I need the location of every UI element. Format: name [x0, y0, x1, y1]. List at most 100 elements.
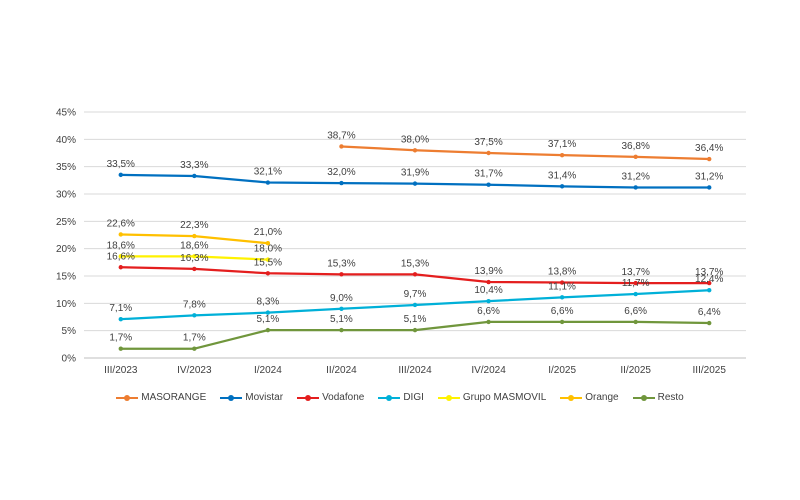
data-label-movistar: 32,0% [327, 167, 355, 178]
y-tick-label: 40% [56, 135, 76, 146]
data-label-digi: 11,7% [622, 278, 650, 289]
data-label-digi: 8,3% [256, 297, 279, 308]
data-label-movistar: 31,7% [474, 169, 502, 180]
legend-label: Resto [657, 392, 684, 403]
data-point-digi [486, 298, 491, 304]
data-labels: 38,7% 38,0% 37,5% 37,1% 36,8% 36,4% 33,5% 33,3%… [107, 130, 724, 343]
data-point-movistar [118, 172, 123, 178]
legend-swatch [632, 393, 655, 403]
data-point-movistar [559, 184, 565, 189]
data-label-vodafone: 13,9% [474, 266, 502, 277]
data-label-vodafone: 13,7% [695, 267, 723, 278]
data-label-grupo-masmovil: 18,6% [107, 240, 135, 251]
data-point-masorange [559, 152, 565, 158]
data-point-vodafone [339, 272, 344, 277]
data-point-resto [633, 319, 638, 325]
data-point-movistar [633, 185, 638, 190]
data-label-masorange: 38,7% [327, 130, 355, 141]
data-point-digi [192, 313, 197, 318]
data-label-movistar: 31,2% [695, 171, 723, 182]
data-label-movistar: 31,4% [548, 170, 576, 181]
data-point-masorange [339, 144, 344, 149]
data-label-orange: 22,3% [180, 220, 208, 231]
data-point-movistar [412, 181, 418, 186]
y-tick-label: 0% [62, 354, 77, 365]
data-point-digi [339, 306, 344, 311]
gridlines [84, 111, 746, 359]
data-point-resto [707, 320, 712, 326]
legend-label: Movistar [245, 392, 284, 403]
legend-label: MASORANGE [141, 392, 207, 403]
data-label-vodafone: 15,3% [401, 258, 429, 269]
series-lines [118, 144, 712, 351]
data-label-resto: 5,1% [404, 314, 427, 325]
legend-item-grupo-masmovil: Grupo MASMOVIL [437, 392, 547, 403]
data-label-orange: 22,6% [107, 218, 135, 229]
data-label-masorange: 38,0% [401, 134, 429, 145]
data-label-digi: 9,7% [404, 289, 427, 300]
x-tick-label: III/2025 [693, 365, 727, 376]
data-point-resto [559, 319, 565, 325]
y-tick-label: 45% [56, 108, 76, 119]
data-label-masorange: 36,8% [621, 141, 649, 152]
data-point-vodafone [707, 280, 712, 286]
legend-swatch [437, 393, 460, 403]
legend-label: Vodafone [322, 392, 365, 403]
legend-item-masorange: MASORANGE [116, 392, 206, 403]
data-point-grupo-masmovil [118, 254, 123, 259]
y-tick-label: 20% [56, 244, 76, 255]
data-point-resto [118, 346, 123, 351]
data-label-resto: 6,6% [551, 306, 574, 317]
data-point-vodafone [412, 272, 418, 277]
x-tick-label: I/2025 [548, 365, 576, 376]
data-point-masorange [486, 150, 491, 156]
legend-swatch [297, 393, 320, 403]
data-label-resto: 6,6% [624, 306, 647, 317]
data-point-vodafone [559, 280, 565, 285]
data-label-digi: 12,4% [695, 274, 723, 285]
data-point-resto [412, 327, 418, 333]
legend-item-digi: DIGI [378, 392, 424, 403]
data-label-masorange: 37,5% [474, 137, 502, 148]
data-label-digi: 10,4% [474, 285, 502, 296]
y-tick-label: 5% [62, 326, 77, 337]
data-point-movistar [265, 180, 271, 185]
x-axis-ticks: III/2023 IV/2023 I/2024 II/2024 III/2024 IV/2… [104, 365, 726, 376]
data-label-movistar: 33,5% [107, 159, 135, 170]
y-axis-ticks: 0% 5% 10% 15% 20% 25% 30% 35% 40% 45% [56, 108, 76, 365]
data-point-digi [412, 302, 418, 308]
data-point-movistar [486, 182, 491, 187]
data-label-vodafone: 13,7% [621, 267, 649, 278]
data-point-masorange [633, 154, 638, 160]
data-point-vodafone [486, 279, 491, 285]
data-label-resto: 1,7% [183, 333, 206, 344]
legend-item-resto: Resto [632, 392, 684, 403]
data-label-grupo-masmovil: 18,0% [254, 244, 282, 255]
series-line-masorange [341, 145, 710, 161]
data-label-vodafone: 16,6% [107, 251, 135, 262]
data-label-movistar: 31,2% [621, 171, 649, 182]
x-tick-label: I/2024 [254, 365, 282, 376]
legend-item-movistar: Movistar [220, 392, 283, 403]
legend-swatch [220, 393, 243, 403]
x-tick-label: II/2025 [620, 365, 651, 376]
legend-label: Grupo MASMOVIL [462, 392, 547, 403]
data-label-resto: 5,1% [256, 314, 279, 325]
data-point-orange [265, 241, 271, 246]
data-point-orange [192, 233, 197, 239]
data-label-masorange: 37,1% [548, 139, 576, 150]
data-label-digi: 7,8% [183, 299, 206, 310]
data-point-movistar [192, 173, 197, 179]
data-point-resto [486, 319, 491, 325]
y-tick-label: 35% [56, 162, 76, 173]
y-tick-label: 15% [56, 272, 76, 283]
y-tick-label: 10% [56, 299, 76, 310]
data-label-orange: 21,0% [254, 227, 282, 238]
legend-swatch [378, 393, 401, 403]
data-label-movistar: 31,9% [401, 168, 429, 179]
data-label-resto: 5,1% [330, 314, 353, 325]
legend-item-orange: Orange [560, 392, 619, 403]
data-point-vodafone [633, 280, 638, 286]
legend-label: DIGI [403, 392, 424, 403]
